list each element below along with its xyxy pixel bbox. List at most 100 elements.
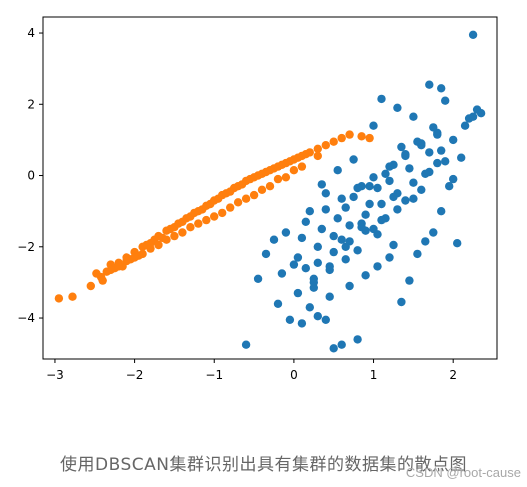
scatter-point (385, 162, 394, 171)
scatter-point (468, 30, 478, 39)
scatter-point (301, 217, 310, 226)
scatter-point (401, 196, 410, 205)
scatter-point (337, 194, 346, 203)
scatter-point (381, 169, 390, 178)
scatter-point (218, 208, 227, 218)
scatter-point (341, 242, 350, 251)
watermark: CSDN @root-cause (405, 465, 521, 480)
scatter-point (353, 183, 362, 193)
scatter-point (441, 157, 450, 166)
scatter-point (305, 207, 314, 216)
scatter-point (361, 210, 370, 219)
scatter-point (413, 249, 422, 259)
scatter-point (309, 283, 318, 292)
scatter-point (114, 262, 123, 271)
x-tick-label: 2 (449, 368, 457, 382)
scatter-point (301, 264, 310, 273)
x-tick-label: −1 (205, 368, 223, 382)
x-tick-label: 1 (370, 368, 378, 382)
scatter-point (476, 109, 486, 118)
scatter-point (106, 265, 115, 275)
figure-caption: 使用DBSCAN集群识别出具有集群的数据集的散点图 (60, 455, 467, 475)
scatter-point (241, 194, 251, 203)
scatter-point (289, 260, 299, 269)
scatter-point (281, 173, 291, 182)
scatter-point (329, 344, 338, 353)
scatter-point (285, 315, 295, 324)
y-axis-ticks: −4 −2 0 2 4 (17, 26, 43, 325)
scatter-point (305, 303, 314, 312)
y-tick-label: 0 (27, 169, 35, 183)
scatter-point (297, 319, 307, 328)
scatter-point (433, 158, 442, 168)
scatter-point (194, 219, 203, 228)
scatter-point (353, 335, 362, 344)
scatter-point (389, 192, 398, 202)
scatter-point (373, 183, 382, 193)
scatter-point (365, 199, 374, 209)
scatter-point (345, 130, 354, 139)
scatter-point (369, 121, 378, 130)
scatter-point (210, 212, 219, 221)
scatter-point (162, 235, 171, 244)
scatter-point (309, 274, 318, 283)
scatter-point (409, 194, 418, 203)
scatter-point (154, 240, 163, 250)
x-axis-ticks: −3 −2 −1 0 1 2 (46, 359, 457, 382)
x-tick-label: −2 (126, 368, 144, 382)
scatter-point (369, 224, 378, 234)
scatter-point (261, 249, 271, 259)
scatter-point (313, 144, 322, 153)
scatter-point (249, 190, 259, 200)
scatter-point (441, 96, 450, 105)
scatter-point (54, 294, 64, 303)
scatter-point (337, 340, 346, 349)
scatter-point (413, 137, 422, 146)
scatter-point (445, 182, 454, 191)
scatter-point (349, 192, 358, 202)
y-tick-label: 2 (27, 97, 35, 111)
scatter-point (329, 247, 338, 257)
scatter-point (321, 315, 330, 324)
scatter-point (329, 231, 338, 241)
scatter-point (313, 312, 322, 321)
scatter-point (433, 130, 442, 139)
scatter-point (437, 146, 446, 155)
scatter-chart: −3 −2 −1 0 1 2 −4 −2 0 2 4 (17, 16, 498, 382)
scatter-point (377, 94, 386, 104)
scatter-point (337, 235, 346, 244)
scatter-point (365, 133, 374, 143)
scatter-point (317, 224, 326, 234)
scatter-point (333, 214, 342, 223)
scatter-point (281, 228, 291, 237)
scatter-point (417, 185, 426, 194)
scatter-point (86, 281, 96, 291)
scatter-point (321, 205, 330, 214)
scatter-point (289, 166, 299, 175)
scatter-point (357, 132, 366, 141)
scatter-point (269, 235, 279, 244)
scatter-point (202, 215, 211, 225)
scatter-point (333, 166, 342, 175)
points-layer (54, 30, 486, 353)
scatter-point (425, 80, 434, 89)
scatter-point (273, 299, 283, 308)
scatter-point (138, 249, 147, 259)
scatter-point (409, 178, 418, 187)
scatter-point (361, 271, 370, 280)
scatter-point (397, 297, 406, 307)
scatter-point (353, 246, 362, 255)
scatter-point (425, 148, 434, 157)
scatter-point (297, 162, 307, 171)
scatter-point (377, 215, 386, 225)
scatter-point (241, 340, 251, 349)
scatter-point (341, 203, 350, 212)
scatter-point (273, 174, 283, 184)
y-tick-label: −2 (17, 240, 35, 254)
scatter-point (393, 205, 402, 214)
scatter-point (313, 258, 322, 267)
scatter-point (253, 274, 263, 283)
scatter-point (421, 237, 430, 246)
scatter-point (321, 141, 330, 150)
scatter-point (257, 185, 267, 194)
